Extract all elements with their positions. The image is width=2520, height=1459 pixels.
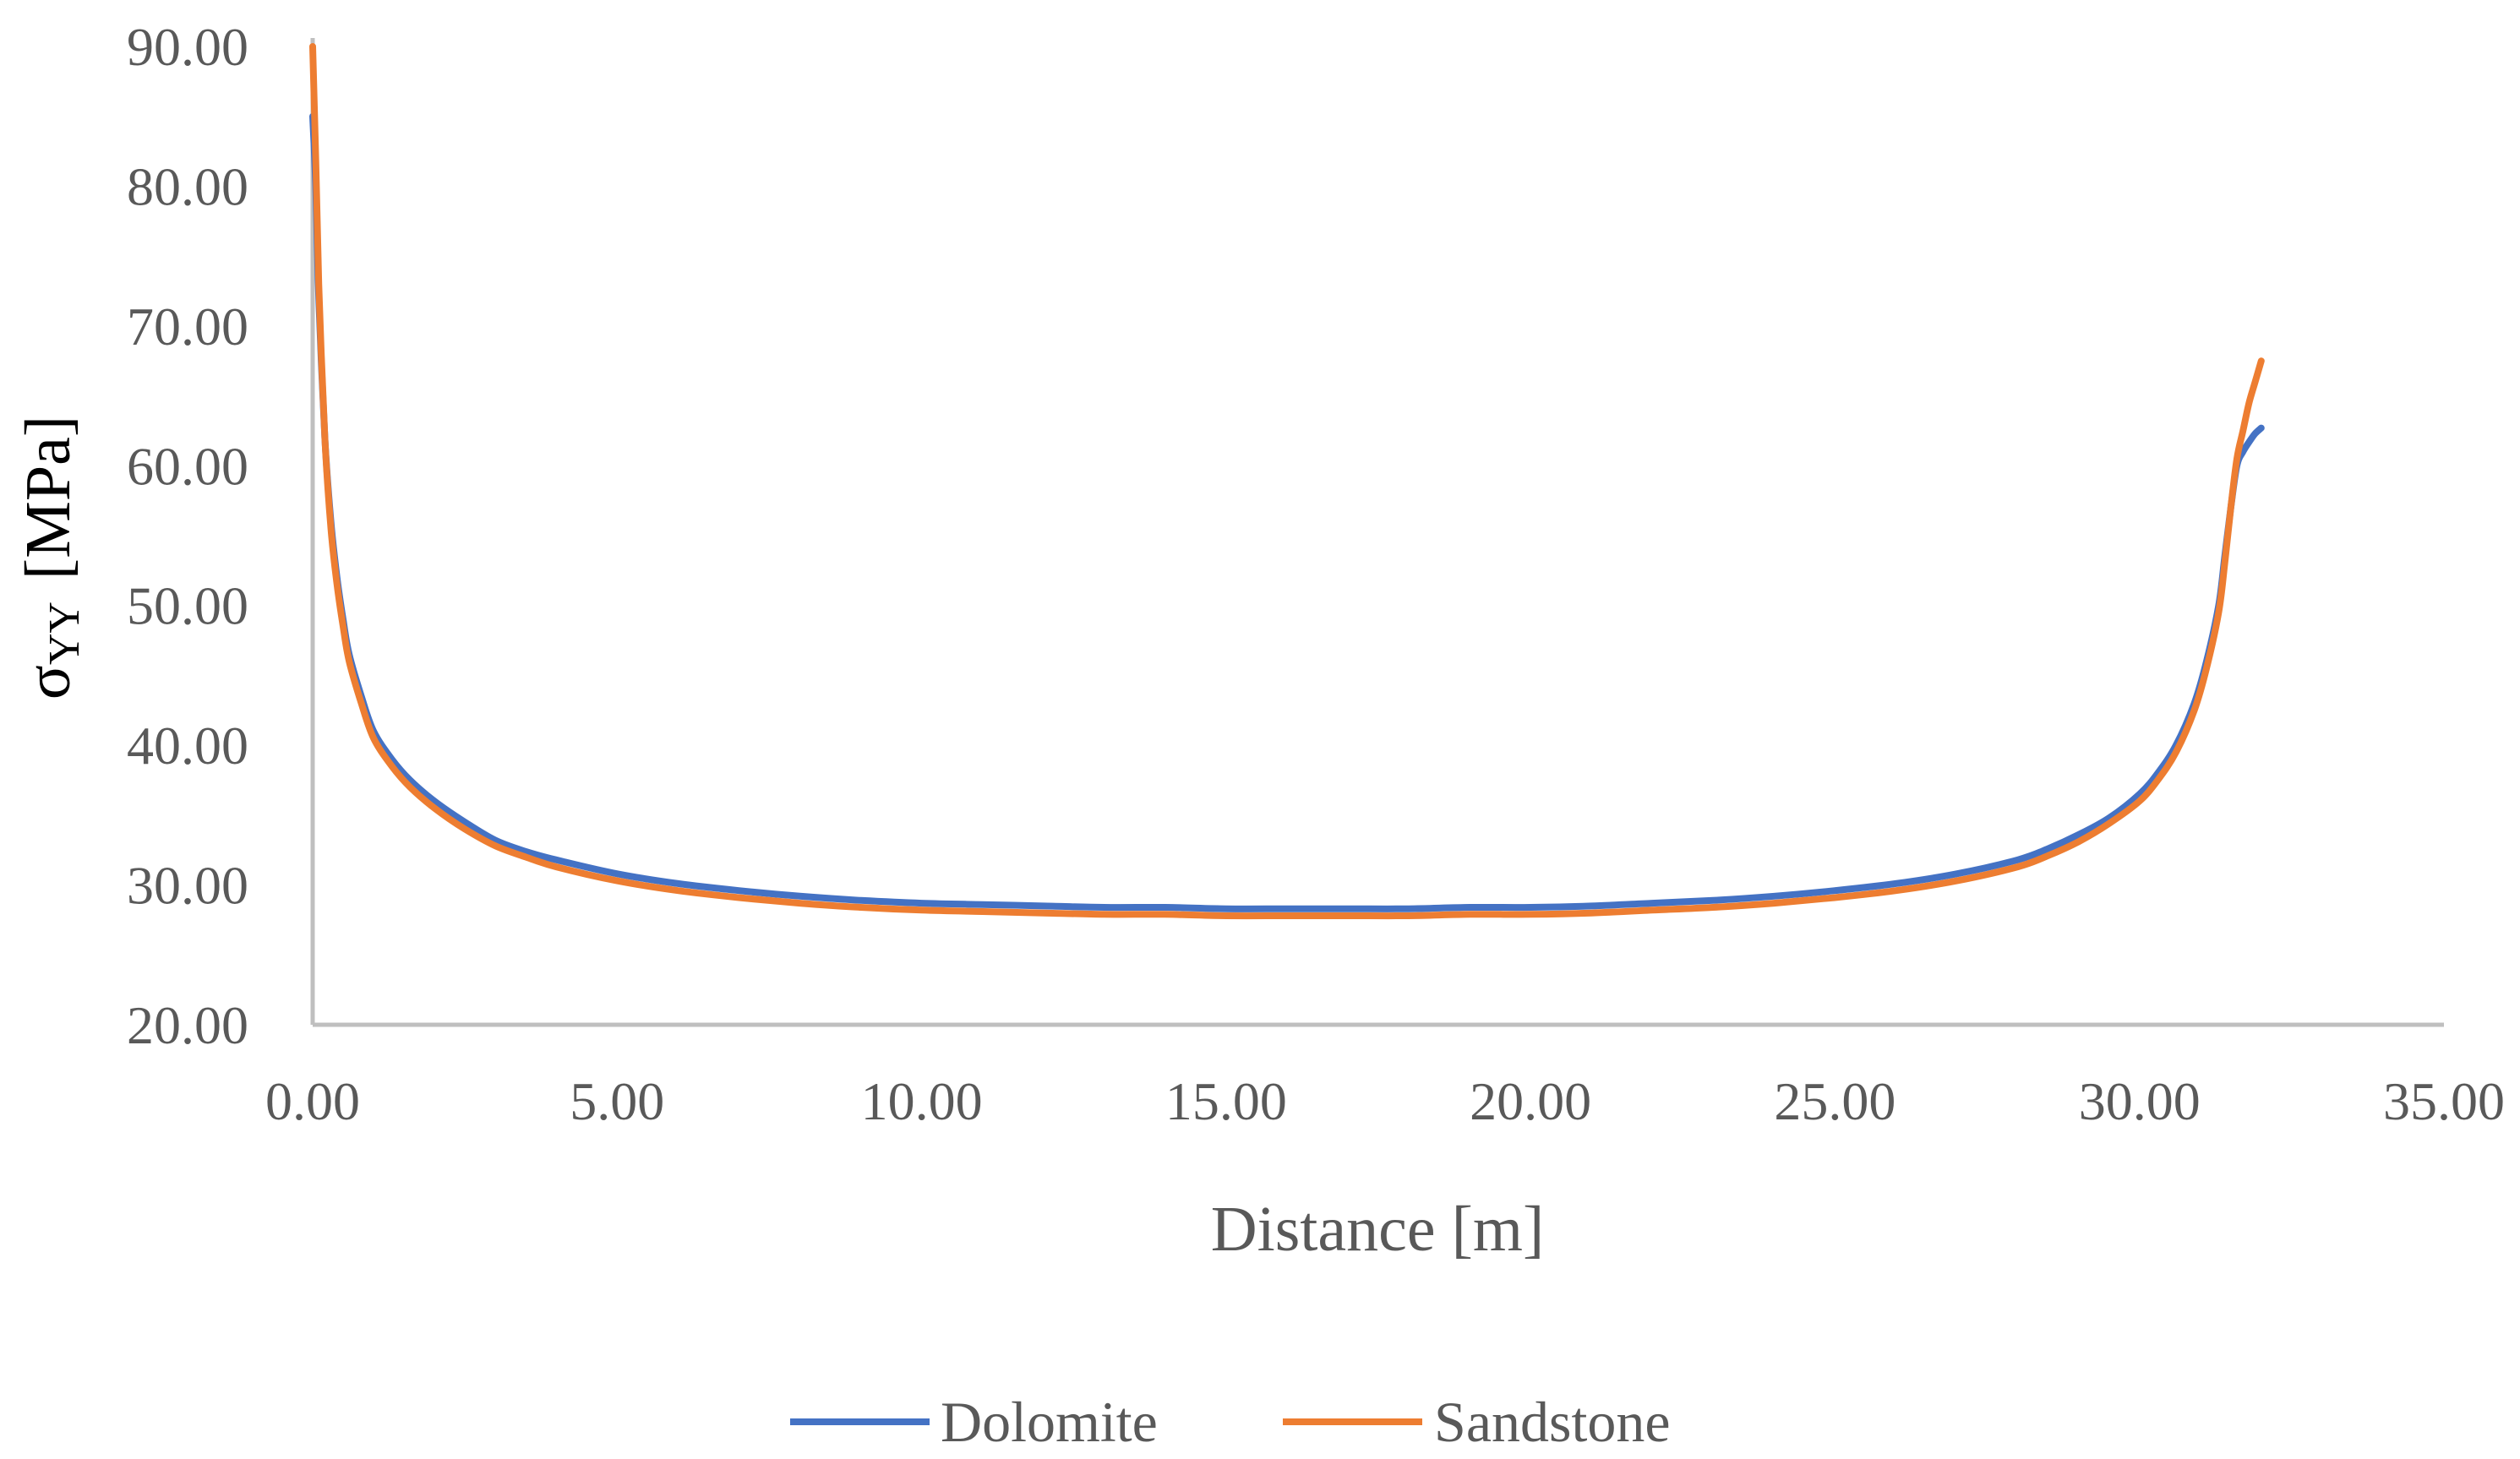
y-tick-label: 50.00 <box>127 576 248 636</box>
x-tick-label: 15.00 <box>1165 1071 1287 1131</box>
svg-text:σYY[MPa]: σYY [MPa] <box>13 416 89 700</box>
y-axis-title: σYY [MPa] <box>13 416 89 700</box>
series-line-dolomite <box>309 112 2265 912</box>
y-axis-title-symbol: σ <box>13 665 84 700</box>
y-tick-label: 90.00 <box>127 17 248 77</box>
x-axis-title: Distance [m] <box>1211 1194 1545 1265</box>
y-tick-label: 40.00 <box>127 716 248 776</box>
y-tick-label: 20.00 <box>127 995 248 1055</box>
x-tick-label: 20.00 <box>1470 1071 1591 1131</box>
series-line-sandstone <box>309 43 2265 920</box>
y-tick-label: 60.00 <box>127 436 248 496</box>
x-tick-label: 30.00 <box>2079 1071 2201 1131</box>
y-axis-ticks: 20.00 30.00 40.00 50.00 60.00 70.00 80.00 90.00 <box>127 17 248 1055</box>
x-axis-ticks: 0.00 5.00 10.00 15.00 20.00 25.00 30.00 35.00 <box>265 1071 2505 1131</box>
y-tick-label: 30.00 <box>127 856 248 916</box>
legend-label-dolomite: Dolomite <box>941 1390 1158 1454</box>
series-lines <box>309 43 2265 920</box>
x-tick-label: 25.00 <box>1774 1071 1895 1131</box>
y-tick-label: 80.00 <box>127 156 248 216</box>
y-axis-title-subscript: YY <box>41 602 89 665</box>
x-tick-label: 35.00 <box>2383 1071 2505 1131</box>
x-tick-label: 10.00 <box>861 1071 983 1131</box>
legend: Dolomite Sandstone <box>790 1390 1671 1454</box>
y-tick-label: 70.00 <box>127 297 248 357</box>
x-tick-label: 5.00 <box>570 1071 664 1131</box>
y-axis-title-unit: [MPa] <box>13 416 84 580</box>
x-tick-label: 0.00 <box>265 1071 360 1131</box>
legend-label-sandstone: Sandstone <box>1434 1390 1671 1454</box>
